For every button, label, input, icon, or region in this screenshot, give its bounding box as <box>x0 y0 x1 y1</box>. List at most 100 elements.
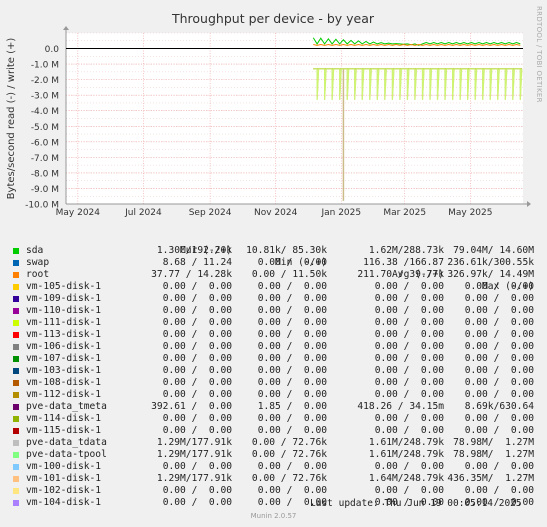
legend-swatch <box>13 440 19 446</box>
legend-max: 0.00 / 0.00 <box>464 413 534 424</box>
legend-swatch <box>13 428 19 434</box>
y-axis-label: Bytes/second read (-) / write (+) <box>6 38 17 200</box>
legend-cur: 0.00 / 0.00 <box>162 353 232 364</box>
legend-cur: 392.61 / 0.00 <box>151 401 232 412</box>
legend-avg: 116.38 /166.87 <box>363 257 444 268</box>
legend-series-name: vm-110-disk-1 <box>26 305 102 316</box>
legend-min: 0.00 / 72.76k <box>251 473 327 484</box>
legend-avg: 0.00 / 0.00 <box>374 281 444 292</box>
legend-row: vm-104-disk-1 0.00 / 0.00 0.00 / 0.00 0.00 … <box>12 497 542 509</box>
y-tick-label: -4.0 M <box>31 107 59 117</box>
legend-row: vm-102-disk-1 0.00 / 0.00 0.00 / 0.00 0.00 … <box>12 485 542 497</box>
legend-series-name: vm-107-disk-1 <box>26 353 102 364</box>
legend-row: vm-101-disk-1 1.29M/177.91k 0.00 / 72.76k 1… <box>12 473 542 485</box>
legend-max: 78.98M/ 1.27M <box>453 449 534 460</box>
legend-swatch <box>13 452 19 458</box>
legend-cur: 0.00 / 0.00 <box>162 389 232 400</box>
legend-max: 326.97k/ 14.49M <box>447 269 534 280</box>
legend-series-name: pve-data_tdata <box>26 437 107 448</box>
legend-row: vm-110-disk-1 0.00 / 0.00 0.00 / 0.00 0.00 … <box>12 305 542 317</box>
legend-row: vm-105-disk-1 0.00 / 0.00 0.00 / 0.00 0.00 … <box>12 281 542 293</box>
x-axis-arrow <box>527 201 531 207</box>
legend-swatch <box>13 272 19 278</box>
generator-label: Munin 2.0.57 <box>250 512 297 520</box>
legend-series-name: vm-105-disk-1 <box>26 281 102 292</box>
y-tick-label: -7.0 M <box>31 154 59 164</box>
legend-cur: 1.29M/177.91k <box>156 437 232 448</box>
legend-max: 78.98M/ 1.27M <box>453 437 534 448</box>
legend-max: 0.00 / 0.00 <box>464 317 534 328</box>
legend-series-name: vm-114-disk-1 <box>26 413 102 424</box>
legend-avg: 418.26 / 34.15m <box>357 401 444 412</box>
y-tick-label: -8.0 M <box>31 169 59 179</box>
legend-header: Cur (-/+) Min (-/+) Avg (-/+) Max (-/+) <box>12 233 542 292</box>
legend-max: 0.00 / 0.00 <box>464 377 534 388</box>
legend-min: 0.00 / 0.00 <box>257 461 327 472</box>
legend-swatch <box>13 368 19 374</box>
legend: Cur (-/+) Min (-/+) Avg (-/+) Max (-/+) … <box>12 233 542 509</box>
legend-row: vm-107-disk-1 0.00 / 0.00 0.00 / 0.00 0.00 … <box>12 353 542 365</box>
legend-min: 0.00 / 0.00 <box>257 353 327 364</box>
legend-avg: 1.64M/248.79k <box>368 473 444 484</box>
legend-avg: 0.00 / 0.00 <box>374 317 444 328</box>
legend-series-name: vm-111-disk-1 <box>26 317 102 328</box>
legend-min: 0.00 / 0.00 <box>257 257 327 268</box>
legend-swatch <box>13 320 19 326</box>
legend-min: 0.00 / 0.00 <box>257 281 327 292</box>
legend-row: pve-data_tdata 1.29M/177.91k 0.00 / 72.76k… <box>12 437 542 449</box>
legend-avg: 0.00 / 0.00 <box>374 341 444 352</box>
legend-series-name: root <box>26 269 50 280</box>
legend-series-name: vm-109-disk-1 <box>26 293 102 304</box>
legend-row: vm-103-disk-1 0.00 / 0.00 0.00 / 0.00 0.00 … <box>12 365 542 377</box>
legend-min: 0.00 / 0.00 <box>257 293 327 304</box>
legend-row: vm-100-disk-1 0.00 / 0.00 0.00 / 0.00 0.00 … <box>12 461 542 473</box>
legend-avg: 0.00 / 0.00 <box>374 365 444 376</box>
legend-avg: 0.00 / 0.00 <box>374 485 444 496</box>
legend-row: pve-data_tmeta 392.61 / 0.00 1.85 / 0.00 41… <box>12 401 542 413</box>
y-tick-label: 0.0 <box>45 45 60 55</box>
legend-swatch <box>13 296 19 302</box>
legend-min: 0.00 / 72.76k <box>251 437 327 448</box>
legend-header-max: Max (-/+) <box>482 281 534 292</box>
legend-header-cur: Cur (-/+) <box>180 245 232 256</box>
legend-max: 0.00 / 0.00 <box>464 389 534 400</box>
y-tick-label: -2.0 M <box>31 76 59 86</box>
y-tick-label: -10.0 M <box>25 201 59 211</box>
legend-series-name: vm-104-disk-1 <box>26 497 102 508</box>
legend-series-name: pve-data-tpool <box>26 449 107 460</box>
legend-swatch <box>13 464 19 470</box>
legend-max: 0.00 / 0.00 <box>464 305 534 316</box>
legend-row: vm-112-disk-1 0.00 / 0.00 0.00 / 0.00 0.00 … <box>12 389 542 401</box>
legend-swatch <box>13 392 19 398</box>
legend-max: 0.00 / 0.00 <box>464 461 534 472</box>
legend-swatch <box>13 500 19 506</box>
legend-avg: 0.00 / 0.00 <box>374 497 444 508</box>
chart-title: Throughput per device - by year <box>171 11 375 26</box>
legend-cur: 0.00 / 0.00 <box>162 413 232 424</box>
rrdtool-credit: RRDTOOL / TOBI OETIKER <box>535 6 543 103</box>
legend-series-name: vm-102-disk-1 <box>26 485 102 496</box>
legend-row: vm-109-disk-1 0.00 / 0.00 0.00 / 0.00 0.00 … <box>12 293 542 305</box>
legend-min: 0.00 / 0.00 <box>257 365 327 376</box>
legend-swatch <box>13 260 19 266</box>
legend-row: pve-data-tpool 1.29M/177.91k 0.00 / 72.76k… <box>12 449 542 461</box>
legend-cur: 1.29M/177.91k <box>156 473 232 484</box>
legend-header-avg: Avg (-/+) <box>392 269 444 280</box>
y-tick-label: -5.0 M <box>31 123 59 133</box>
legend-series-name: sda <box>26 245 44 256</box>
legend-max: 436.35M/ 1.27M <box>447 473 534 484</box>
legend-series-name: vm-113-disk-1 <box>26 329 102 340</box>
legend-swatch <box>13 476 19 482</box>
y-tick-label: -3.0 M <box>31 92 59 102</box>
legend-series-name: vm-106-disk-1 <box>26 341 102 352</box>
legend-swatch <box>13 344 19 350</box>
legend-max: 236.61k/300.55k <box>447 257 534 268</box>
legend-avg: 0.00 / 0.00 <box>374 329 444 340</box>
legend-avg: 1.61M/248.79k <box>368 437 444 448</box>
legend-min: 0.00 / 0.00 <box>257 305 327 316</box>
legend-cur: 0.00 / 0.00 <box>162 293 232 304</box>
legend-cur: 0.00 / 0.00 <box>162 281 232 292</box>
legend-rows: sda 1.30M/192.20k 10.81k/ 85.30k 1.62M/288.… <box>12 245 542 509</box>
legend-avg: 0.00 / 0.00 <box>374 353 444 364</box>
legend-cur: 0.00 / 0.00 <box>162 461 232 472</box>
